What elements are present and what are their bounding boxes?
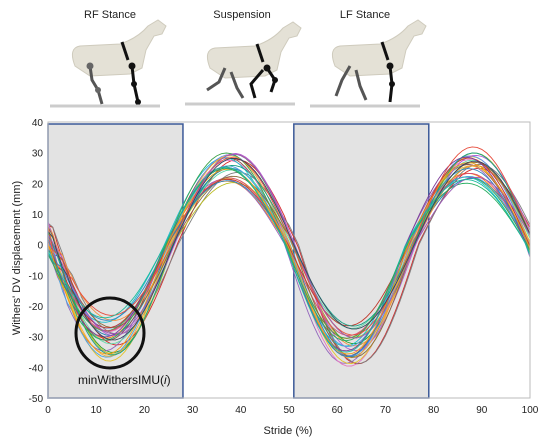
- horse-illustration-lf-stance: [310, 19, 427, 108]
- series-line: [48, 164, 530, 364]
- x-axis-label: Stride (%): [264, 425, 313, 437]
- series-line: [48, 153, 530, 351]
- y-tick-label: 20: [32, 179, 44, 190]
- x-tick-label: 60: [332, 405, 344, 416]
- series-line: [48, 157, 530, 341]
- x-tick-label: 0: [45, 405, 51, 416]
- y-axis-ticks: 40 30 20 10 0 -10 -20 -30 -40 -50: [29, 118, 44, 405]
- horse-illustration-rf-stance: [50, 19, 167, 108]
- plot-area: [47, 121, 531, 399]
- series-line: [48, 167, 530, 342]
- x-tick-label: 100: [522, 405, 539, 416]
- y-tick-label: -40: [29, 363, 44, 374]
- y-tick-label: -10: [29, 271, 44, 282]
- x-tick-label: 70: [380, 405, 392, 416]
- x-axis-ticks: 0 10 20 30 40 50 60 70 80 90 100: [45, 405, 539, 416]
- x-tick-label: 20: [139, 405, 151, 416]
- x-tick-label: 90: [476, 405, 488, 416]
- y-tick-label: 0: [37, 241, 43, 252]
- y-tick-label: -30: [29, 333, 44, 344]
- y-tick-label: -50: [29, 394, 44, 405]
- horse-illustration-suspension: [185, 21, 302, 106]
- x-tick-label: 50: [283, 405, 295, 416]
- x-tick-label: 80: [428, 405, 440, 416]
- y-tick-label: -20: [29, 302, 44, 313]
- phase-label: Suspension: [213, 9, 271, 21]
- annotation-label: minWithersIMU(i): [78, 373, 171, 387]
- phase-label: LF Stance: [340, 9, 390, 21]
- y-tick-label: 40: [32, 118, 44, 129]
- series-line: [48, 153, 530, 339]
- y-axis-label: Withers' DV displacement (mm): [11, 181, 23, 335]
- series-line: [48, 152, 530, 339]
- plot-frame: [47, 121, 531, 399]
- y-tick-label: 30: [32, 149, 44, 160]
- series-line: [48, 157, 530, 329]
- series-line: [48, 162, 530, 355]
- series-lines: [48, 146, 530, 367]
- y-tick-label: 10: [32, 210, 44, 221]
- x-tick-label: 10: [91, 405, 103, 416]
- phase-label: RF Stance: [84, 9, 136, 21]
- x-tick-label: 40: [235, 405, 247, 416]
- x-tick-label: 30: [187, 405, 199, 416]
- minimum-highlight-circle: [74, 296, 146, 370]
